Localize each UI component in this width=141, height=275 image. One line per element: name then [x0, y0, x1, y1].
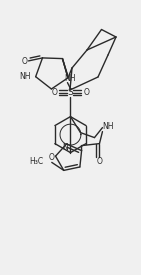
Text: NH: NH [19, 72, 31, 81]
Text: NH: NH [103, 122, 114, 131]
Text: N: N [63, 143, 68, 152]
Text: O: O [49, 153, 54, 162]
Text: O: O [22, 57, 27, 66]
Text: O: O [97, 157, 102, 166]
Text: O: O [83, 88, 89, 97]
Text: O: O [51, 88, 57, 97]
Text: NH: NH [65, 74, 76, 83]
Text: S: S [68, 88, 73, 97]
Text: H₃C: H₃C [30, 157, 44, 166]
